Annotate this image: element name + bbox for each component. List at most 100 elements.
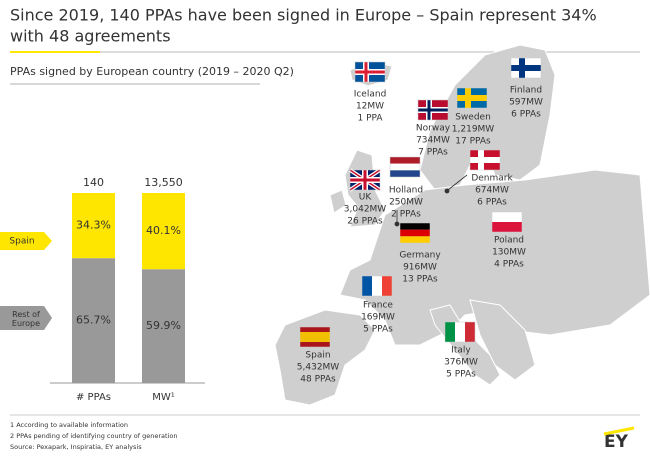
flag-border	[389, 156, 421, 178]
country-name: Germany	[399, 251, 441, 261]
bar-segment	[72, 258, 115, 383]
country-capacity: 916MW	[403, 263, 437, 273]
chart-title: PPAs signed by European country (2019 – …	[10, 65, 294, 78]
flag	[469, 149, 501, 171]
footnote: 2 PPAs pending of identifying country of…	[10, 432, 178, 440]
country-capacity: 674MW	[475, 186, 509, 196]
flag-stripe	[362, 276, 372, 296]
pointer-dot	[444, 188, 450, 194]
country-capacity: 1,219MW	[452, 125, 495, 135]
flag-cross	[470, 157, 500, 163]
country-ppas: 13 PPAs	[402, 275, 438, 285]
flag-stripe	[300, 332, 330, 342]
footnote: 1 According to available information	[10, 421, 128, 429]
country-name: Denmark	[471, 174, 513, 184]
legend-label: Rest of Europe	[12, 310, 40, 328]
country-capacity: 169MW	[361, 313, 395, 323]
country-ppas: 4 PPAs	[494, 260, 524, 270]
footnote: Source: Pexapark, Inspiratia, EY analysi…	[10, 443, 142, 451]
flag-border	[417, 99, 449, 121]
country-ppas: 48 PPAs	[300, 375, 336, 385]
value-label: 65.7%	[76, 314, 111, 327]
country-ppas: 6 PPAs	[477, 198, 507, 208]
value-label: 59.9%	[146, 319, 181, 332]
flag-stripe	[445, 322, 455, 342]
flag	[389, 156, 421, 178]
flag-cross	[457, 95, 487, 101]
flag-stripe	[465, 322, 475, 342]
flag-border	[349, 169, 381, 191]
flag	[510, 57, 542, 79]
flag-border	[299, 326, 331, 348]
country-name: Norway	[416, 124, 451, 134]
flag-border	[510, 57, 542, 79]
country-ppas: 26 PPAs	[347, 217, 383, 227]
flag-stripe	[390, 163, 420, 171]
flag	[348, 168, 382, 192]
flag-border	[456, 87, 488, 109]
country-capacity: 12MW	[356, 102, 384, 112]
country-capacity: 250MW	[389, 198, 423, 208]
bar-segment	[72, 193, 115, 259]
map-pointers	[394, 174, 468, 227]
value-label: 34.3%	[76, 219, 111, 232]
country-capacity: 5,432MW	[297, 363, 340, 373]
slide-title: with 48 agreements	[10, 27, 171, 46]
map-scandinavia	[419, 44, 556, 191]
legend-tag	[0, 232, 52, 250]
flag-border	[491, 211, 523, 233]
country-capacity: 376MW	[444, 358, 478, 368]
country-capacity: 3,042MW	[344, 205, 387, 215]
country-name: Spain	[305, 351, 330, 361]
logo-accent	[603, 426, 635, 436]
pointer-denmark	[447, 174, 468, 191]
flag-cross	[418, 108, 448, 112]
country-ppas: 2 PPAs	[391, 210, 421, 220]
legend-label: Spain	[9, 237, 34, 247]
flag	[299, 326, 331, 348]
flag-stripe	[400, 236, 430, 243]
country-name: Italy	[451, 346, 471, 356]
legend-tag	[0, 306, 52, 330]
country-name: France	[363, 301, 393, 311]
flag	[444, 321, 476, 343]
flag-border	[469, 149, 501, 171]
country-ppas: 1 PPA	[357, 114, 383, 124]
flag-stripe	[455, 322, 465, 342]
country-name: Iceland	[354, 90, 387, 100]
flag	[354, 61, 386, 83]
country-ppas: 17 PPAs	[455, 137, 491, 147]
bar-segment	[142, 269, 185, 383]
flag-border	[444, 321, 476, 343]
flag	[456, 87, 488, 109]
total-label: 140	[83, 176, 104, 189]
flag-cross	[511, 65, 541, 71]
flag-stripe	[492, 212, 522, 222]
value-label: 40.1%	[146, 224, 181, 237]
x-tick-label: # PPAs	[76, 392, 111, 403]
flag	[417, 99, 449, 121]
flag-border	[399, 222, 431, 244]
x-tick-label: MW¹	[152, 392, 175, 403]
country-capacity: 130MW	[492, 248, 526, 258]
country-name: UK	[359, 193, 373, 203]
flag	[491, 211, 523, 233]
flag-cross	[355, 70, 385, 74]
pointer-dot	[394, 221, 400, 227]
country-ppas: 5 PPAs	[363, 325, 393, 335]
flag-cross	[350, 178, 380, 182]
country-capacity: 734MW	[416, 136, 450, 146]
flag-border	[354, 61, 386, 83]
flag-stripe	[390, 170, 420, 177]
country-capacity: 597MW	[509, 98, 543, 108]
flag-stripe	[372, 276, 382, 296]
map-ireland	[329, 189, 347, 214]
flag	[399, 222, 431, 244]
flag-stripe	[492, 222, 522, 232]
country-name: Sweden	[455, 113, 491, 123]
country-name: Holland	[389, 186, 423, 196]
country-ppas: 6 PPAs	[511, 110, 541, 120]
flag	[361, 275, 393, 297]
country-ppas: 5 PPAs	[446, 370, 476, 380]
